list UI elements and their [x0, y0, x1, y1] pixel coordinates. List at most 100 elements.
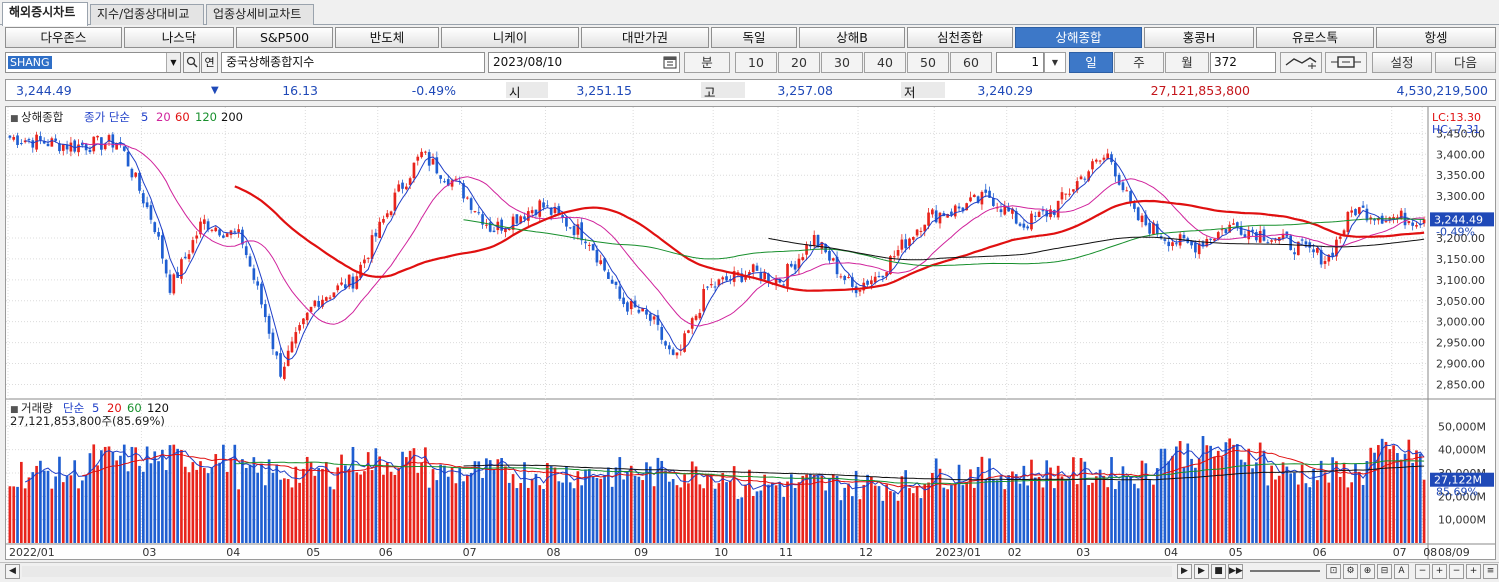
- candle-body: [134, 172, 138, 177]
- volume-bar: [801, 475, 805, 543]
- volume-bar: [1323, 472, 1327, 543]
- volume-bar: [347, 469, 351, 543]
- add-icon[interactable]: +: [1466, 564, 1481, 579]
- volume-bar: [972, 487, 976, 543]
- play-icon[interactable]: ▶: [1194, 564, 1209, 579]
- minute-60-button[interactable]: 60: [950, 52, 992, 73]
- tab-sector-compare[interactable]: 업종상세비교차트: [206, 4, 314, 25]
- market-shanghai-b-button[interactable]: 상해B: [799, 27, 905, 48]
- minute-30-button[interactable]: 30: [821, 52, 863, 73]
- candle-body: [1422, 219, 1426, 224]
- volume-bar: [1030, 459, 1033, 543]
- minute-20-button[interactable]: 20: [778, 52, 820, 73]
- volume-bar: [248, 464, 252, 543]
- volume-bar: [561, 482, 564, 543]
- volume-bar: [645, 462, 648, 543]
- scroll-right-icon[interactable]: ▶: [1177, 564, 1192, 579]
- period-week-button[interactable]: 주: [1114, 52, 1164, 73]
- gear-icon[interactable]: ⚙: [1343, 564, 1358, 579]
- candle-body: [656, 315, 660, 325]
- candle-body: [911, 237, 915, 240]
- volume-bar: [473, 461, 477, 543]
- market-semiconductor-button[interactable]: 반도체: [335, 27, 439, 48]
- market-eurostoxx-button[interactable]: 유로스톡: [1256, 27, 1374, 48]
- zoom-tool-icon[interactable]: [1325, 52, 1367, 73]
- plus-small-icon[interactable]: +: [1432, 564, 1447, 579]
- market-hangseng-button[interactable]: 항셍: [1376, 27, 1496, 48]
- price-volume-chart[interactable]: 3,450.003,400.003,350.003,300.003,250.00…: [6, 107, 1495, 559]
- scroll-track[interactable]: [22, 566, 1172, 577]
- candle-body: [992, 197, 995, 206]
- symbol-combo[interactable]: SHANG ▼: [5, 52, 181, 73]
- market-nasdaq-button[interactable]: 나스닥: [124, 27, 234, 48]
- candle-body: [1327, 254, 1331, 262]
- volume-bar: [660, 460, 664, 543]
- candle-body: [393, 192, 397, 211]
- market-sp500-button[interactable]: S&P500: [236, 27, 333, 48]
- candle-body: [446, 179, 450, 186]
- date-field[interactable]: 2023/08/10: [488, 52, 680, 73]
- next-button[interactable]: 다음: [1435, 52, 1496, 73]
- candle-body: [1354, 209, 1357, 216]
- menu-icon[interactable]: ≡: [1483, 564, 1498, 579]
- market-shenzhen-button[interactable]: 심천종합: [907, 27, 1013, 48]
- interval-dropdown-icon[interactable]: ▼: [1044, 52, 1066, 73]
- speed-slider[interactable]: [1250, 570, 1320, 572]
- candle-body: [751, 264, 755, 273]
- volume-bar: [1155, 468, 1159, 543]
- volume-bar: [8, 486, 12, 543]
- interval-spin-field[interactable]: 1: [996, 52, 1044, 73]
- x-tick-label: 05: [306, 546, 320, 559]
- chart-area[interactable]: 3,450.003,400.003,350.003,300.003,250.00…: [5, 106, 1496, 560]
- volume-bar: [668, 481, 671, 543]
- bottom-scrollbar[interactable]: ◀ ▶ ▶ ■ ▶▶ ⊡ ⚙ ⊕ ⊟ A − + − + ≡: [0, 562, 1499, 580]
- yeon-link-icon[interactable]: 연: [201, 52, 218, 73]
- chart-type-icon[interactable]: [1280, 52, 1322, 73]
- period-day-button[interactable]: 일: [1069, 52, 1113, 73]
- minute-10-button[interactable]: 10: [735, 52, 777, 73]
- legend-marker-icon: ■: [10, 114, 19, 124]
- volume-bar: [923, 484, 927, 543]
- candle-body: [141, 193, 145, 204]
- market-dow-button[interactable]: 다우존스: [5, 27, 122, 48]
- volume-bar: [183, 466, 187, 543]
- market-germany-button[interactable]: 독일: [711, 27, 797, 48]
- minute-50-button[interactable]: 50: [907, 52, 949, 73]
- candle-body: [58, 143, 61, 152]
- fast-forward-icon[interactable]: ▶▶: [1228, 564, 1243, 579]
- zoom-in-icon[interactable]: ⊕: [1360, 564, 1375, 579]
- tab-overseas-chart[interactable]: 해외증시차트: [2, 2, 88, 26]
- data-count-field[interactable]: 372: [1210, 52, 1276, 73]
- market-nikkei-button[interactable]: 니케이: [441, 27, 579, 48]
- candle-body: [294, 332, 298, 344]
- candle-body: [732, 271, 736, 282]
- minus-icon[interactable]: −: [1415, 564, 1430, 579]
- scroll-left-icon[interactable]: ◀: [5, 564, 20, 579]
- volume-bar: [1388, 449, 1392, 543]
- market-shanghai-composite-button[interactable]: 상해종합: [1015, 27, 1142, 48]
- calendar-icon[interactable]: [663, 55, 677, 75]
- settings-button[interactable]: 설정: [1372, 52, 1432, 73]
- candle-body: [8, 135, 12, 138]
- candle-body: [347, 274, 351, 287]
- candle-body: [542, 202, 545, 208]
- candle-body: [1331, 252, 1334, 257]
- dropdown-arrow-icon[interactable]: ▼: [166, 53, 180, 72]
- lock-icon[interactable]: ⊡: [1326, 564, 1341, 579]
- minus-small-icon[interactable]: −: [1449, 564, 1464, 579]
- reset-icon[interactable]: ⊟: [1377, 564, 1392, 579]
- current-price-tag: [1430, 212, 1494, 227]
- period-minute-button[interactable]: 분: [684, 52, 730, 73]
- volume-bar: [717, 483, 721, 543]
- market-taiwan-button[interactable]: 대만가권: [581, 27, 709, 48]
- expand-icon[interactable]: A: [1394, 564, 1409, 579]
- search-icon[interactable]: [183, 52, 200, 73]
- period-month-button[interactable]: 월: [1165, 52, 1209, 73]
- volume-bar: [119, 455, 122, 543]
- stop-icon[interactable]: ■: [1211, 564, 1226, 579]
- market-hongkong-h-button[interactable]: 홍콩H: [1144, 27, 1254, 48]
- tab-index-compare[interactable]: 지수/업종상대비교: [90, 4, 204, 25]
- volume-bar: [355, 472, 359, 543]
- candle-body: [553, 207, 557, 213]
- minute-40-button[interactable]: 40: [864, 52, 906, 73]
